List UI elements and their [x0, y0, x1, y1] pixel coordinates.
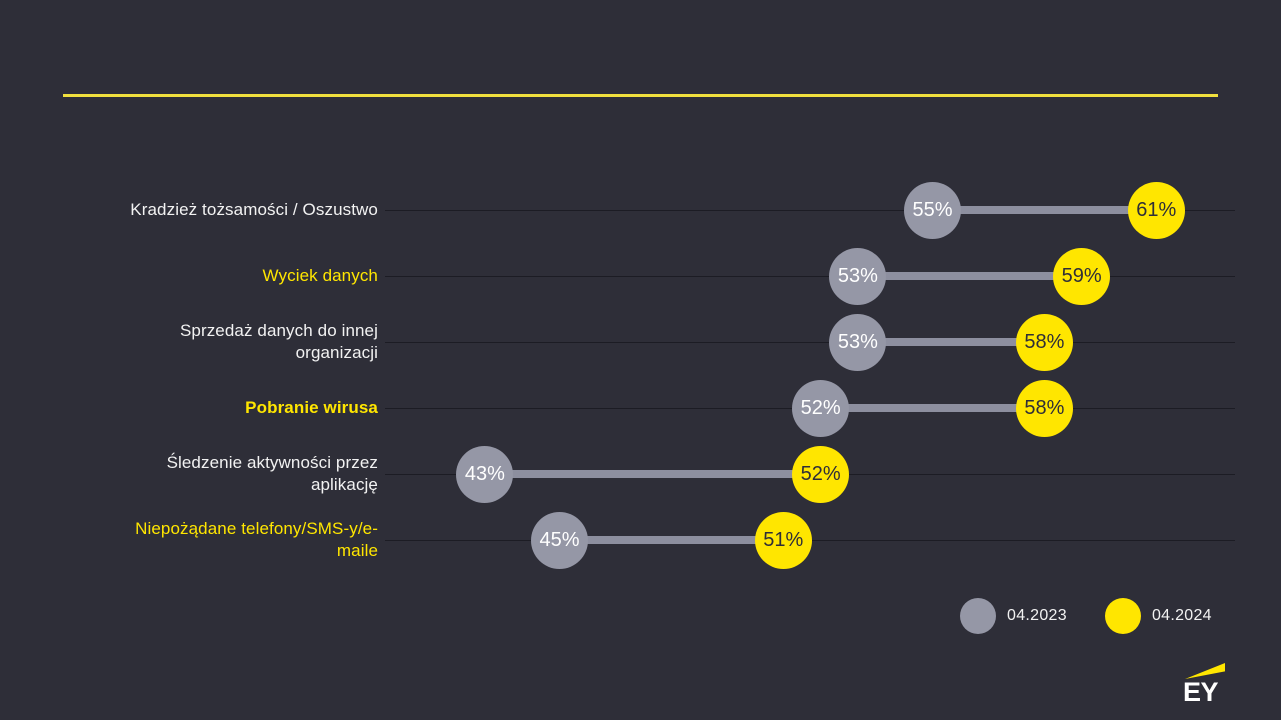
value-dot-04-2023: 53% [829, 313, 887, 371]
ey-logo-text: EY [1183, 677, 1219, 707]
value-dot-04-2023: 53% [829, 247, 887, 305]
value-dot-04-2023: 45% [531, 511, 588, 569]
value-dot-04-2024: 52% [792, 445, 850, 503]
category-label: Śledzenie aktywności przez aplikację [166, 453, 378, 494]
legend-dot-2023-icon [960, 598, 996, 634]
dumbbell-connector [559, 536, 784, 544]
value-dot-04-2023: 55% [904, 181, 961, 239]
value-dot-04-2024: 58% [1015, 379, 1073, 437]
legend-item-2024: 04.2024 [1104, 598, 1212, 634]
legend-item-2023: 04.2023 [960, 598, 1067, 634]
dumbbell-connector [932, 206, 1157, 214]
row-axis-line [385, 209, 1235, 211]
value-dot-04-2023: 43% [456, 445, 514, 503]
value-dot-04-2024: 58% [1015, 313, 1073, 371]
dumbbell-connector [857, 338, 1045, 346]
category-label: Niepożądane telefony/SMS-y/e-maile [135, 519, 378, 560]
legend-dot-2024-icon [1104, 598, 1141, 634]
top-divider-line [63, 94, 1218, 97]
category-label: Pobranie wirusa [245, 398, 378, 417]
row-axis-line [385, 275, 1235, 277]
row-axis-line [385, 341, 1235, 343]
dumbbell-connector [820, 404, 1045, 412]
chart-legend: 04.2023 04.2024 [960, 598, 1212, 634]
value-dot-04-2024: 51% [754, 511, 812, 569]
value-dot-04-2023: 52% [792, 379, 850, 437]
legend-label-2023: 04.2023 [1007, 607, 1067, 624]
ey-logo: EY [1183, 663, 1225, 706]
value-dot-04-2024: 61% [1127, 181, 1185, 239]
category-label: Sprzedaż danych do innej organizacji [179, 321, 378, 362]
legend-label-2024: 04.2024 [1151, 607, 1212, 624]
dumbbell-connector [484, 470, 821, 478]
value-dot-04-2024: 59% [1053, 247, 1111, 305]
dumbbell-connector [857, 272, 1082, 280]
category-label: Wyciek danych [262, 266, 378, 285]
category-label: Kradzież tożsamości / Oszustwo [130, 200, 378, 219]
